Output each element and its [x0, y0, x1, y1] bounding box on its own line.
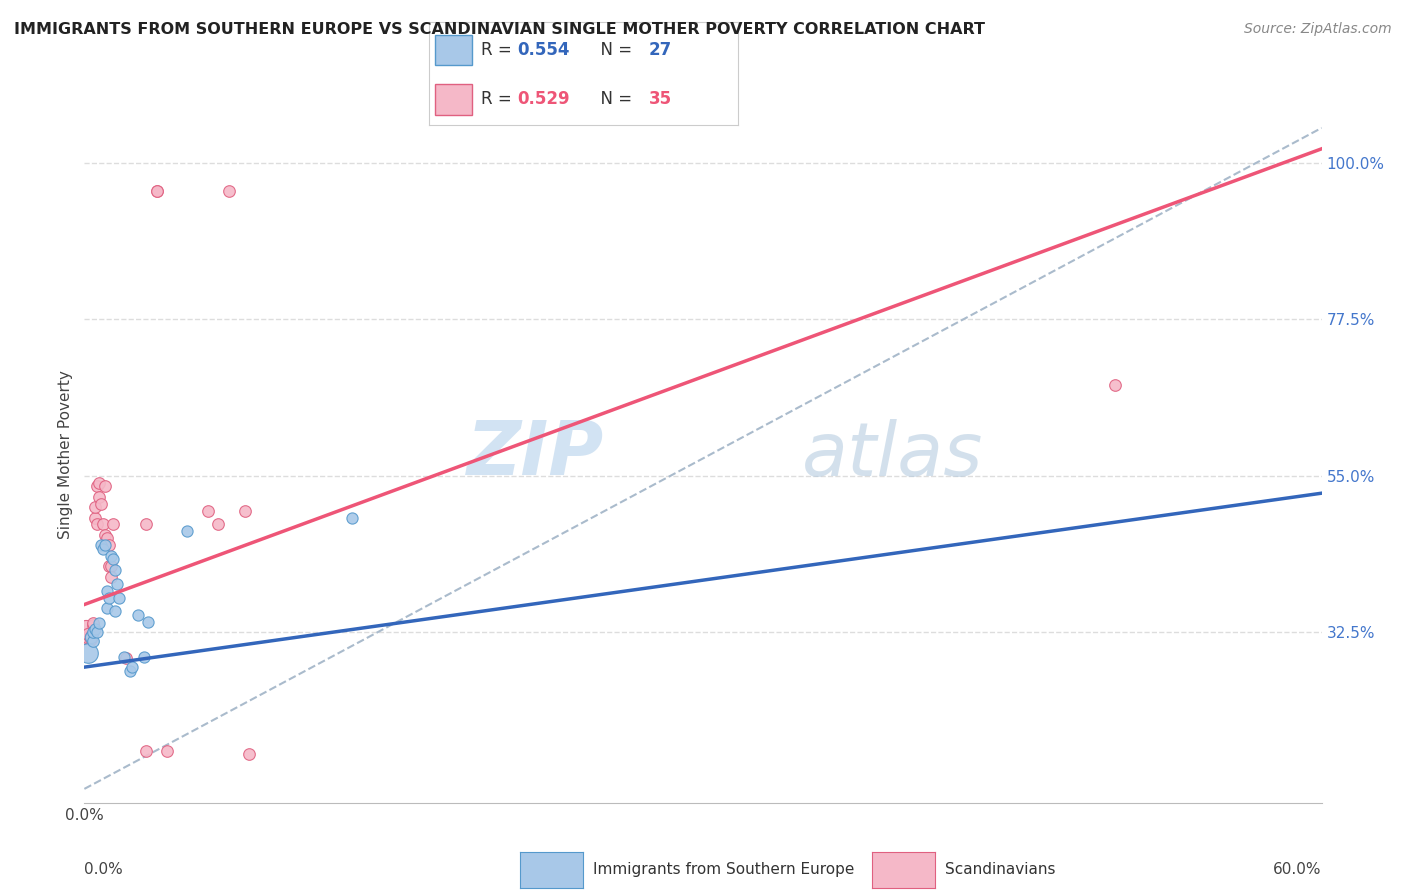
Point	[75, 625, 97, 640]
Point	[94, 528, 117, 542]
Point	[82, 616, 104, 631]
Point	[98, 559, 121, 574]
Point	[94, 538, 117, 552]
Bar	[434, 35, 472, 65]
Point	[77, 626, 100, 640]
Point	[112, 649, 135, 664]
Point	[156, 744, 179, 758]
Point	[90, 497, 112, 511]
Point	[87, 475, 110, 490]
Point	[86, 517, 108, 532]
Point	[91, 541, 114, 556]
Point	[135, 744, 157, 758]
Point	[79, 630, 101, 644]
Point	[207, 517, 229, 532]
Point	[96, 532, 118, 546]
Text: N =: N =	[589, 41, 637, 59]
Point	[114, 651, 136, 665]
Point	[96, 601, 118, 615]
Point	[233, 503, 256, 517]
Point	[218, 184, 240, 198]
Point	[79, 629, 101, 643]
Point	[145, 184, 167, 198]
Point	[100, 549, 122, 563]
Point	[82, 618, 104, 632]
Text: 0.0%: 0.0%	[84, 863, 124, 877]
Text: Source: ZipAtlas.com: Source: ZipAtlas.com	[1244, 22, 1392, 37]
Point	[79, 632, 101, 647]
Text: N =: N =	[589, 90, 637, 108]
Bar	[434, 84, 472, 114]
Point	[136, 615, 159, 629]
Point	[83, 622, 105, 636]
Point	[90, 538, 112, 552]
Point	[1104, 378, 1126, 392]
Text: 0.554: 0.554	[517, 41, 569, 59]
Point	[197, 503, 219, 517]
Point	[108, 591, 131, 605]
Point	[103, 517, 125, 532]
Text: ZIP: ZIP	[467, 418, 605, 491]
Point	[134, 649, 156, 664]
Text: 60.0%: 60.0%	[1274, 863, 1322, 877]
Text: Scandinavians: Scandinavians	[945, 863, 1056, 877]
Point	[82, 634, 104, 648]
Text: atlas: atlas	[801, 419, 983, 491]
Point	[145, 184, 167, 198]
Text: 35: 35	[648, 90, 672, 108]
Point	[135, 517, 157, 532]
Point	[238, 747, 260, 761]
Point	[176, 524, 198, 539]
Point	[98, 591, 121, 605]
Text: R =: R =	[481, 90, 517, 108]
Point	[96, 583, 118, 598]
Point	[121, 660, 143, 674]
Y-axis label: Single Mother Poverty: Single Mother Poverty	[58, 370, 73, 540]
Point	[104, 605, 127, 619]
Point	[342, 510, 364, 524]
Text: IMMIGRANTS FROM SOUTHERN EUROPE VS SCANDINAVIAN SINGLE MOTHER POVERTY CORRELATIO: IMMIGRANTS FROM SOUTHERN EUROPE VS SCAND…	[14, 22, 986, 37]
Text: Immigrants from Southern Europe: Immigrants from Southern Europe	[593, 863, 855, 877]
Point	[100, 570, 122, 584]
Point	[104, 563, 127, 577]
Point	[127, 607, 149, 622]
Point	[87, 616, 110, 631]
Point	[100, 559, 122, 574]
Point	[98, 538, 121, 552]
Point	[83, 510, 105, 524]
Text: 27: 27	[648, 41, 672, 59]
Point	[83, 500, 105, 514]
Point	[77, 630, 100, 644]
Point	[118, 664, 141, 678]
Text: R =: R =	[481, 41, 517, 59]
Point	[105, 576, 128, 591]
Point	[94, 479, 117, 493]
Point	[86, 625, 108, 640]
Point	[91, 517, 114, 532]
Point	[87, 490, 110, 504]
Point	[103, 552, 125, 566]
Point	[77, 646, 100, 660]
Point	[82, 625, 104, 640]
Text: 0.529: 0.529	[517, 90, 569, 108]
Point	[86, 479, 108, 493]
